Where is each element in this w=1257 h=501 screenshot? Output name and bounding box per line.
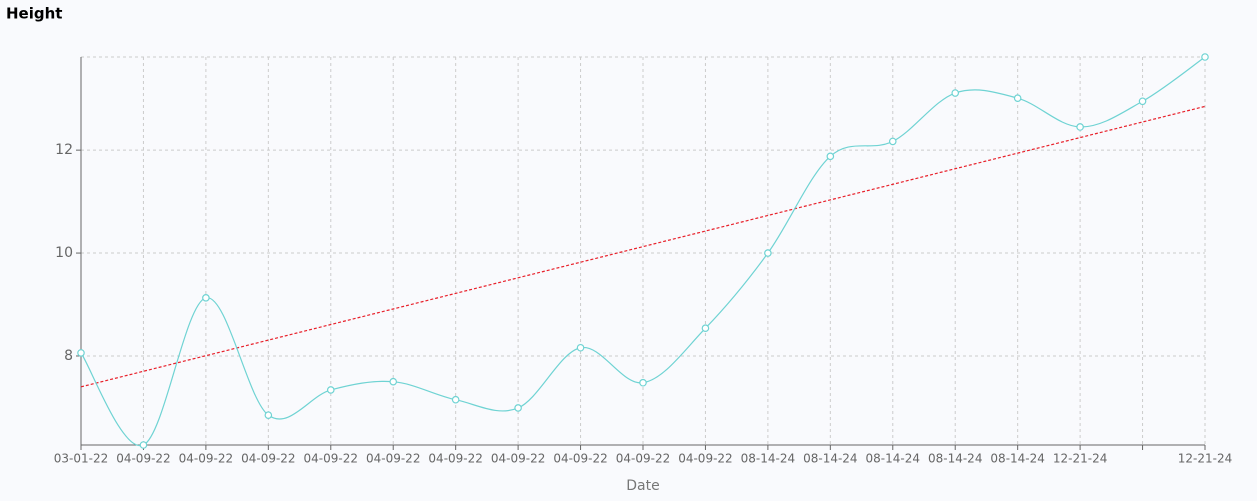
x-tick-label: 08-14-24 [741,452,795,466]
x-tick-label: 12-21-24 [1053,452,1107,466]
x-tick-label: 03-01-22 [54,452,108,466]
data-point [264,411,273,419]
data-point [1076,123,1084,131]
x-tick-label: 04-09-22 [179,452,233,466]
data-point [202,294,210,302]
series-line [80,56,1206,447]
x-tick-label: 04-09-22 [428,452,482,466]
data-point [1013,94,1022,102]
x-tick-label: 12-21-24 [1178,452,1232,466]
x-tick-label: 08-14-24 [803,452,857,466]
data-point [826,152,835,161]
x-tick-label: 04-09-22 [304,452,358,466]
data-point [514,404,522,412]
x-tick-label: 08-14-24 [928,452,982,466]
data-point [701,324,710,332]
y-tick-label: 8 [64,348,73,364]
x-tick-label: 04-09-22 [678,452,732,466]
x-tick-label: 04-09-22 [553,452,607,466]
data-point [326,386,335,394]
y-tick-label: 12 [55,142,73,158]
x-axis-label: Date [626,478,659,494]
chart-title: Height [6,5,62,23]
x-tick-label: 08-14-24 [990,452,1044,466]
x-tick-label: 04-09-22 [491,452,545,466]
data-point [764,249,772,257]
data-point [888,137,897,146]
x-tick-label: 04-09-22 [241,452,295,466]
x-tick-label: 08-14-24 [866,452,920,466]
data-point [451,395,460,404]
data-point [1201,53,1209,61]
x-tick-label: 04-09-22 [366,452,420,466]
y-tick-label: 10 [55,245,73,261]
data-point [1138,97,1147,106]
data-point [77,349,85,357]
data-point [139,441,148,449]
data-point [389,377,398,386]
x-tick-label: 04-09-22 [616,452,670,466]
data-point [639,378,647,387]
data-point [951,89,960,97]
x-tick-label: 04-09-22 [116,452,170,466]
data-point [576,343,585,352]
trend-line [80,105,1206,388]
